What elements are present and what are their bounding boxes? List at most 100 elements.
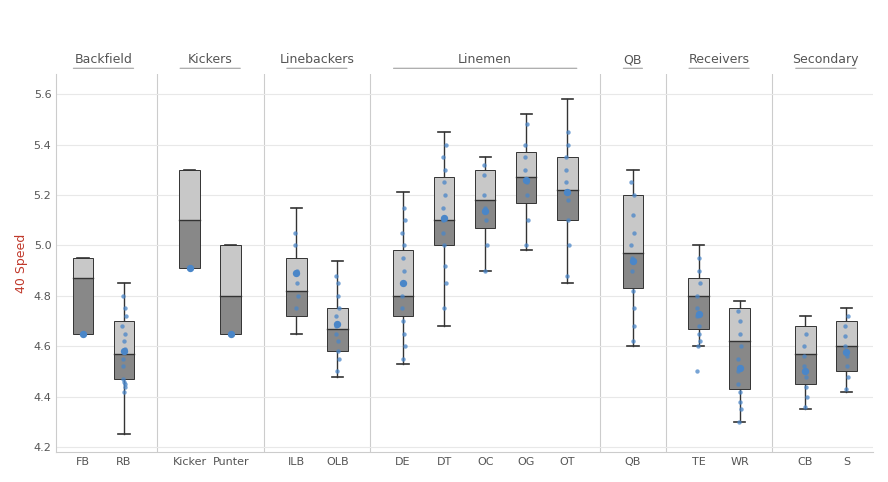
Point	[626, 287, 640, 295]
Point	[690, 305, 704, 312]
Bar	[220, 245, 241, 296]
Point	[691, 342, 705, 350]
Point	[840, 362, 854, 370]
Point	[332, 355, 346, 363]
Text: QB: QB	[623, 54, 642, 67]
Point	[289, 305, 303, 312]
Point	[396, 254, 410, 262]
Text: Linebackers: Linebackers	[280, 54, 354, 67]
Point	[116, 292, 131, 300]
Point	[115, 375, 130, 383]
Point	[437, 214, 451, 222]
Bar	[836, 346, 857, 372]
Point	[733, 317, 748, 325]
Point	[183, 264, 197, 272]
Bar	[114, 321, 134, 354]
Point	[479, 216, 493, 224]
Point	[560, 188, 575, 196]
Point	[519, 241, 533, 249]
Point	[693, 280, 707, 287]
Point	[624, 241, 638, 249]
Point	[692, 310, 706, 318]
Point	[560, 128, 575, 136]
Point	[797, 403, 812, 411]
Point	[331, 348, 345, 355]
Point	[330, 368, 345, 375]
Point	[75, 330, 90, 337]
Bar	[220, 296, 241, 334]
Point	[330, 292, 345, 300]
Point	[288, 229, 302, 237]
Point	[395, 305, 409, 312]
Point	[690, 312, 704, 320]
Point	[797, 362, 812, 370]
Point	[435, 153, 449, 161]
Point	[330, 320, 345, 328]
Point	[115, 362, 130, 370]
Point	[690, 368, 704, 375]
Point	[437, 305, 451, 312]
Point	[733, 388, 747, 396]
Point	[519, 176, 534, 184]
Point	[289, 267, 304, 274]
Bar	[475, 170, 496, 200]
Text: Kickers: Kickers	[188, 54, 233, 67]
Point	[396, 280, 410, 287]
Point	[478, 207, 492, 215]
Point	[398, 342, 412, 350]
Point	[480, 241, 494, 249]
Point	[840, 312, 854, 320]
Point	[731, 307, 745, 315]
Text: Receivers: Receivers	[688, 54, 749, 67]
Point	[478, 267, 492, 274]
Point	[732, 368, 746, 375]
Point	[839, 348, 853, 355]
Point	[331, 305, 345, 312]
Point	[627, 322, 641, 330]
Bar	[836, 321, 857, 346]
Point	[397, 267, 411, 274]
Text: Linemen: Linemen	[458, 54, 512, 67]
Bar	[516, 177, 536, 202]
Point	[520, 216, 535, 224]
Bar	[688, 296, 709, 329]
Point	[838, 342, 852, 350]
Point	[118, 305, 132, 312]
Point	[733, 364, 747, 372]
Point	[118, 312, 132, 320]
Point	[692, 254, 706, 262]
Point	[182, 264, 196, 272]
Point	[394, 229, 408, 237]
Point	[395, 292, 409, 300]
Point	[329, 272, 343, 280]
Point	[436, 229, 450, 237]
Point	[837, 322, 852, 330]
Bar	[557, 157, 577, 190]
Point	[395, 355, 409, 363]
Point	[118, 345, 132, 353]
Point	[117, 337, 131, 345]
Point	[733, 398, 748, 405]
Point	[800, 393, 814, 401]
Bar	[179, 220, 200, 268]
Point	[477, 171, 491, 179]
Bar	[475, 200, 496, 228]
Bar	[688, 278, 709, 296]
Point	[115, 322, 130, 330]
Point	[624, 254, 638, 262]
Point	[397, 330, 411, 337]
Point	[734, 405, 749, 413]
Bar	[795, 354, 815, 384]
Point	[290, 292, 305, 300]
Point	[329, 312, 343, 320]
Point	[839, 385, 853, 393]
Point	[439, 141, 453, 148]
Point	[798, 367, 813, 375]
Point	[518, 153, 532, 161]
Point	[75, 330, 90, 337]
Bar	[286, 258, 306, 291]
Point	[838, 332, 852, 340]
Bar	[286, 291, 306, 316]
Point	[396, 317, 410, 325]
Point	[394, 280, 408, 287]
